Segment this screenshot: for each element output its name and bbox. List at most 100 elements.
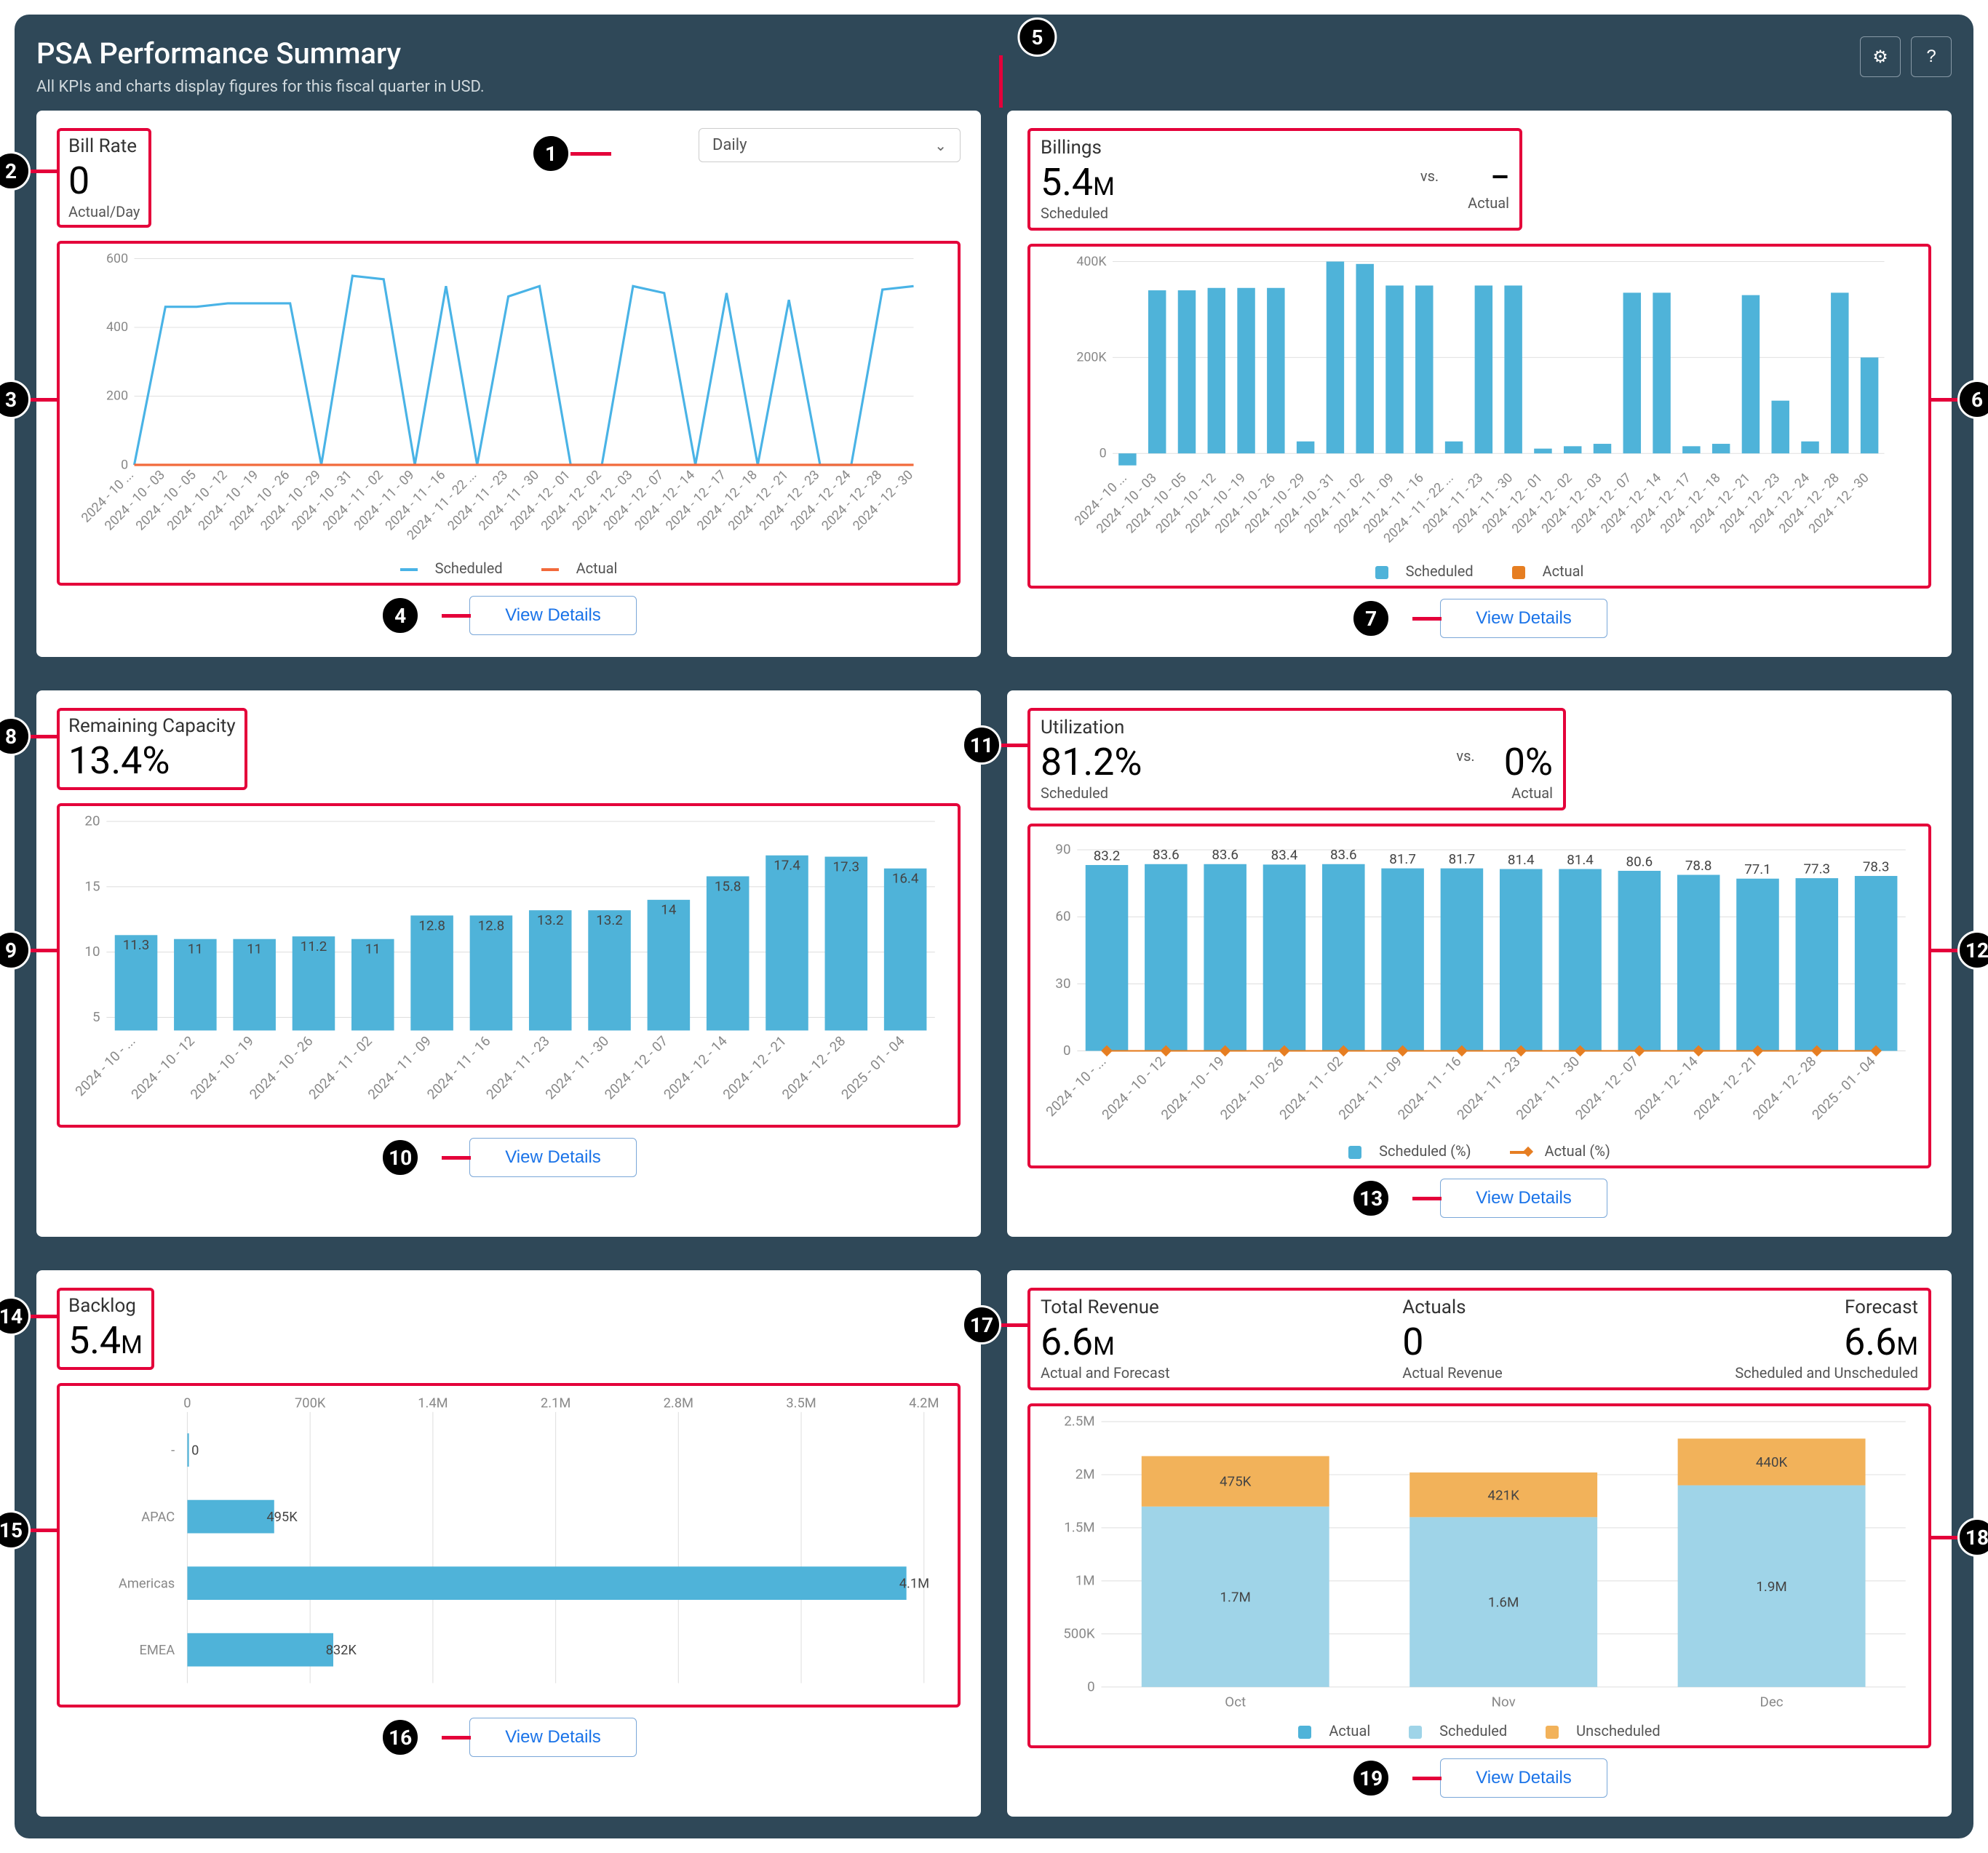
svg-text:500K: 500K [1063, 1625, 1095, 1641]
svg-text:83.2: 83.2 [1094, 848, 1121, 864]
badge-12: 12 [1957, 931, 1988, 970]
kpi-sub-2: Actual [1468, 194, 1509, 212]
legend-actual: Actual [576, 559, 618, 577]
kpi-bill-rate: Bill Rate 0 Actual/Day [57, 128, 151, 228]
svg-text:2M: 2M [1075, 1467, 1095, 1483]
legend-scheduled: Scheduled [1406, 562, 1474, 580]
kpi-title: Remaining Capacity [68, 715, 236, 737]
page-subtitle: All KPIs and charts display figures for … [36, 78, 485, 96]
chevron-down-icon: ⌄ [934, 137, 947, 154]
billings-svg: 0200K400K2024 - 10 ...2024 - 10 - 032024… [1036, 254, 1923, 559]
period-select[interactable]: Daily ⌄ [699, 128, 961, 162]
badge-11-line [1000, 744, 1029, 747]
vs-label: vs. [1420, 167, 1439, 192]
badge-17-line [1000, 1323, 1029, 1327]
kpi-value: 0 [68, 159, 140, 203]
kpi-value: 81.2% [1041, 740, 1142, 784]
svg-text:2024 - 10 - ...: 2024 - 10 - ... [1043, 1053, 1109, 1120]
svg-text:2025 - 01 - 04: 2025 - 01 - 04 [838, 1033, 908, 1103]
page-title: PSA Performance Summary [36, 36, 485, 71]
select-value: Daily [712, 136, 747, 154]
legend-actual: Actual (%) [1545, 1142, 1610, 1160]
svg-text:Oct: Oct [1225, 1694, 1246, 1710]
badge-6: 6 [1957, 380, 1988, 419]
svg-text:4.2M: 4.2M [909, 1395, 939, 1411]
svg-text:EMEA: EMEA [140, 1643, 175, 1658]
badge-19: 19 [1351, 1758, 1391, 1798]
svg-text:Americas: Americas [119, 1577, 175, 1592]
svg-text:81.4: 81.4 [1508, 852, 1535, 868]
view-details-button[interactable]: View Details [469, 1138, 637, 1177]
badge-8: 8 [0, 717, 31, 756]
svg-text:1.7M: 1.7M [1220, 1589, 1251, 1605]
kpi-sub: Scheduled [1041, 204, 1115, 222]
svg-text:2.1M: 2.1M [541, 1395, 570, 1411]
revenue-legend: Actual Scheduled Unscheduled [1036, 1722, 1923, 1740]
backlog-chart: 0700K1.4M2.1M2.8M3.5M4.2M-0APAC495KAmeri… [57, 1383, 961, 1707]
view-details-button[interactable]: View Details [1440, 1179, 1607, 1218]
svg-text:12.8: 12.8 [418, 917, 445, 933]
badge-16-line [442, 1736, 471, 1740]
kpi-title: Backlog [68, 1295, 143, 1317]
svg-text:10: 10 [84, 944, 100, 960]
kpi-sub-2: Actual [1511, 784, 1553, 802]
view-details-button[interactable]: View Details [1440, 599, 1607, 638]
badge-3-line [29, 398, 58, 402]
badge-13: 13 [1351, 1179, 1391, 1218]
dashboard: PSA Performance Summary All KPIs and cha… [15, 15, 1973, 1838]
kpi-revenue: Total Revenue 6.6M Actual and Forecast A… [1027, 1288, 1931, 1390]
badge-19-line [1412, 1777, 1442, 1780]
svg-text:16.4: 16.4 [892, 871, 919, 887]
svg-text:17.4: 17.4 [774, 858, 800, 874]
kpi-value: 5.4 [1041, 160, 1093, 204]
svg-text:81.7: 81.7 [1449, 851, 1476, 867]
badge-17: 17 [962, 1305, 1001, 1344]
svg-text:0: 0 [1087, 1678, 1095, 1694]
svg-text:14: 14 [661, 902, 677, 918]
view-details-button[interactable]: View Details [1440, 1758, 1607, 1798]
badge-10-line [442, 1156, 471, 1160]
svg-text:600: 600 [106, 251, 128, 266]
svg-text:20: 20 [84, 813, 100, 829]
badge-4: 4 [381, 596, 420, 635]
svg-text:81.7: 81.7 [1389, 851, 1416, 867]
svg-text:Nov: Nov [1492, 1694, 1516, 1710]
badge-4-line [442, 614, 471, 618]
kpi-title: Utilization [1041, 717, 1142, 738]
kpi-sub-3: Scheduled and Unscheduled [1735, 1364, 1918, 1382]
svg-text:13.2: 13.2 [596, 912, 623, 928]
badge-16: 16 [381, 1718, 420, 1757]
kpi-sub: Scheduled [1041, 784, 1142, 802]
svg-text:4.1M: 4.1M [899, 1577, 929, 1592]
kpi-value-2: – [1491, 160, 1509, 194]
view-details-button[interactable]: View Details [469, 596, 637, 635]
settings-button[interactable]: ⚙ [1860, 36, 1901, 77]
header-buttons: ⚙ ? [1860, 36, 1952, 77]
legend-actual: Actual [1543, 562, 1584, 580]
svg-text:0: 0 [183, 1395, 191, 1411]
card-backlog: 14 15 Backlog 5.4M 0700K1.4M2.1M2.8M3.5M… [36, 1270, 981, 1817]
card-bill-rate: 1 2 3 Bill Rate 0 Actual/Day Daily ⌄ 020… [36, 111, 981, 657]
legend-actual: Actual [1329, 1722, 1370, 1740]
badge-3: 3 [0, 380, 31, 419]
svg-text:400K: 400K [1076, 254, 1107, 269]
help-button[interactable]: ? [1911, 36, 1952, 77]
svg-text:2.8M: 2.8M [664, 1395, 693, 1411]
view-details-button[interactable]: View Details [469, 1718, 637, 1757]
kpi-backlog: Backlog 5.4M [57, 1288, 154, 1370]
badge-15-line [29, 1529, 58, 1532]
svg-text:-: - [171, 1443, 175, 1459]
card-utilization: 11 12 Utilization 81.2% Scheduled vs. 0%… [1007, 690, 1952, 1237]
revenue-svg: 0500K1M1.5M2M2.5M1.7M475KOct1.6M421KNov1… [1036, 1414, 1923, 1719]
kpi-title: Total Revenue [1041, 1296, 1170, 1318]
svg-text:1.6M: 1.6M [1488, 1595, 1519, 1611]
legend-unscheduled: Unscheduled [1576, 1722, 1660, 1740]
svg-text:5: 5 [92, 1009, 100, 1025]
svg-text:200K: 200K [1076, 350, 1107, 365]
svg-text:83.6: 83.6 [1153, 847, 1180, 863]
svg-text:11: 11 [188, 941, 203, 957]
kpi-value-2: 0% [1504, 740, 1553, 784]
svg-text:APAC: APAC [141, 1510, 175, 1525]
capacity-chart: 510152011.3111111.21112.812.813.213.2141… [57, 803, 961, 1128]
card-capacity: 8 9 Remaining Capacity 13.4% 510152011.3… [36, 690, 981, 1237]
